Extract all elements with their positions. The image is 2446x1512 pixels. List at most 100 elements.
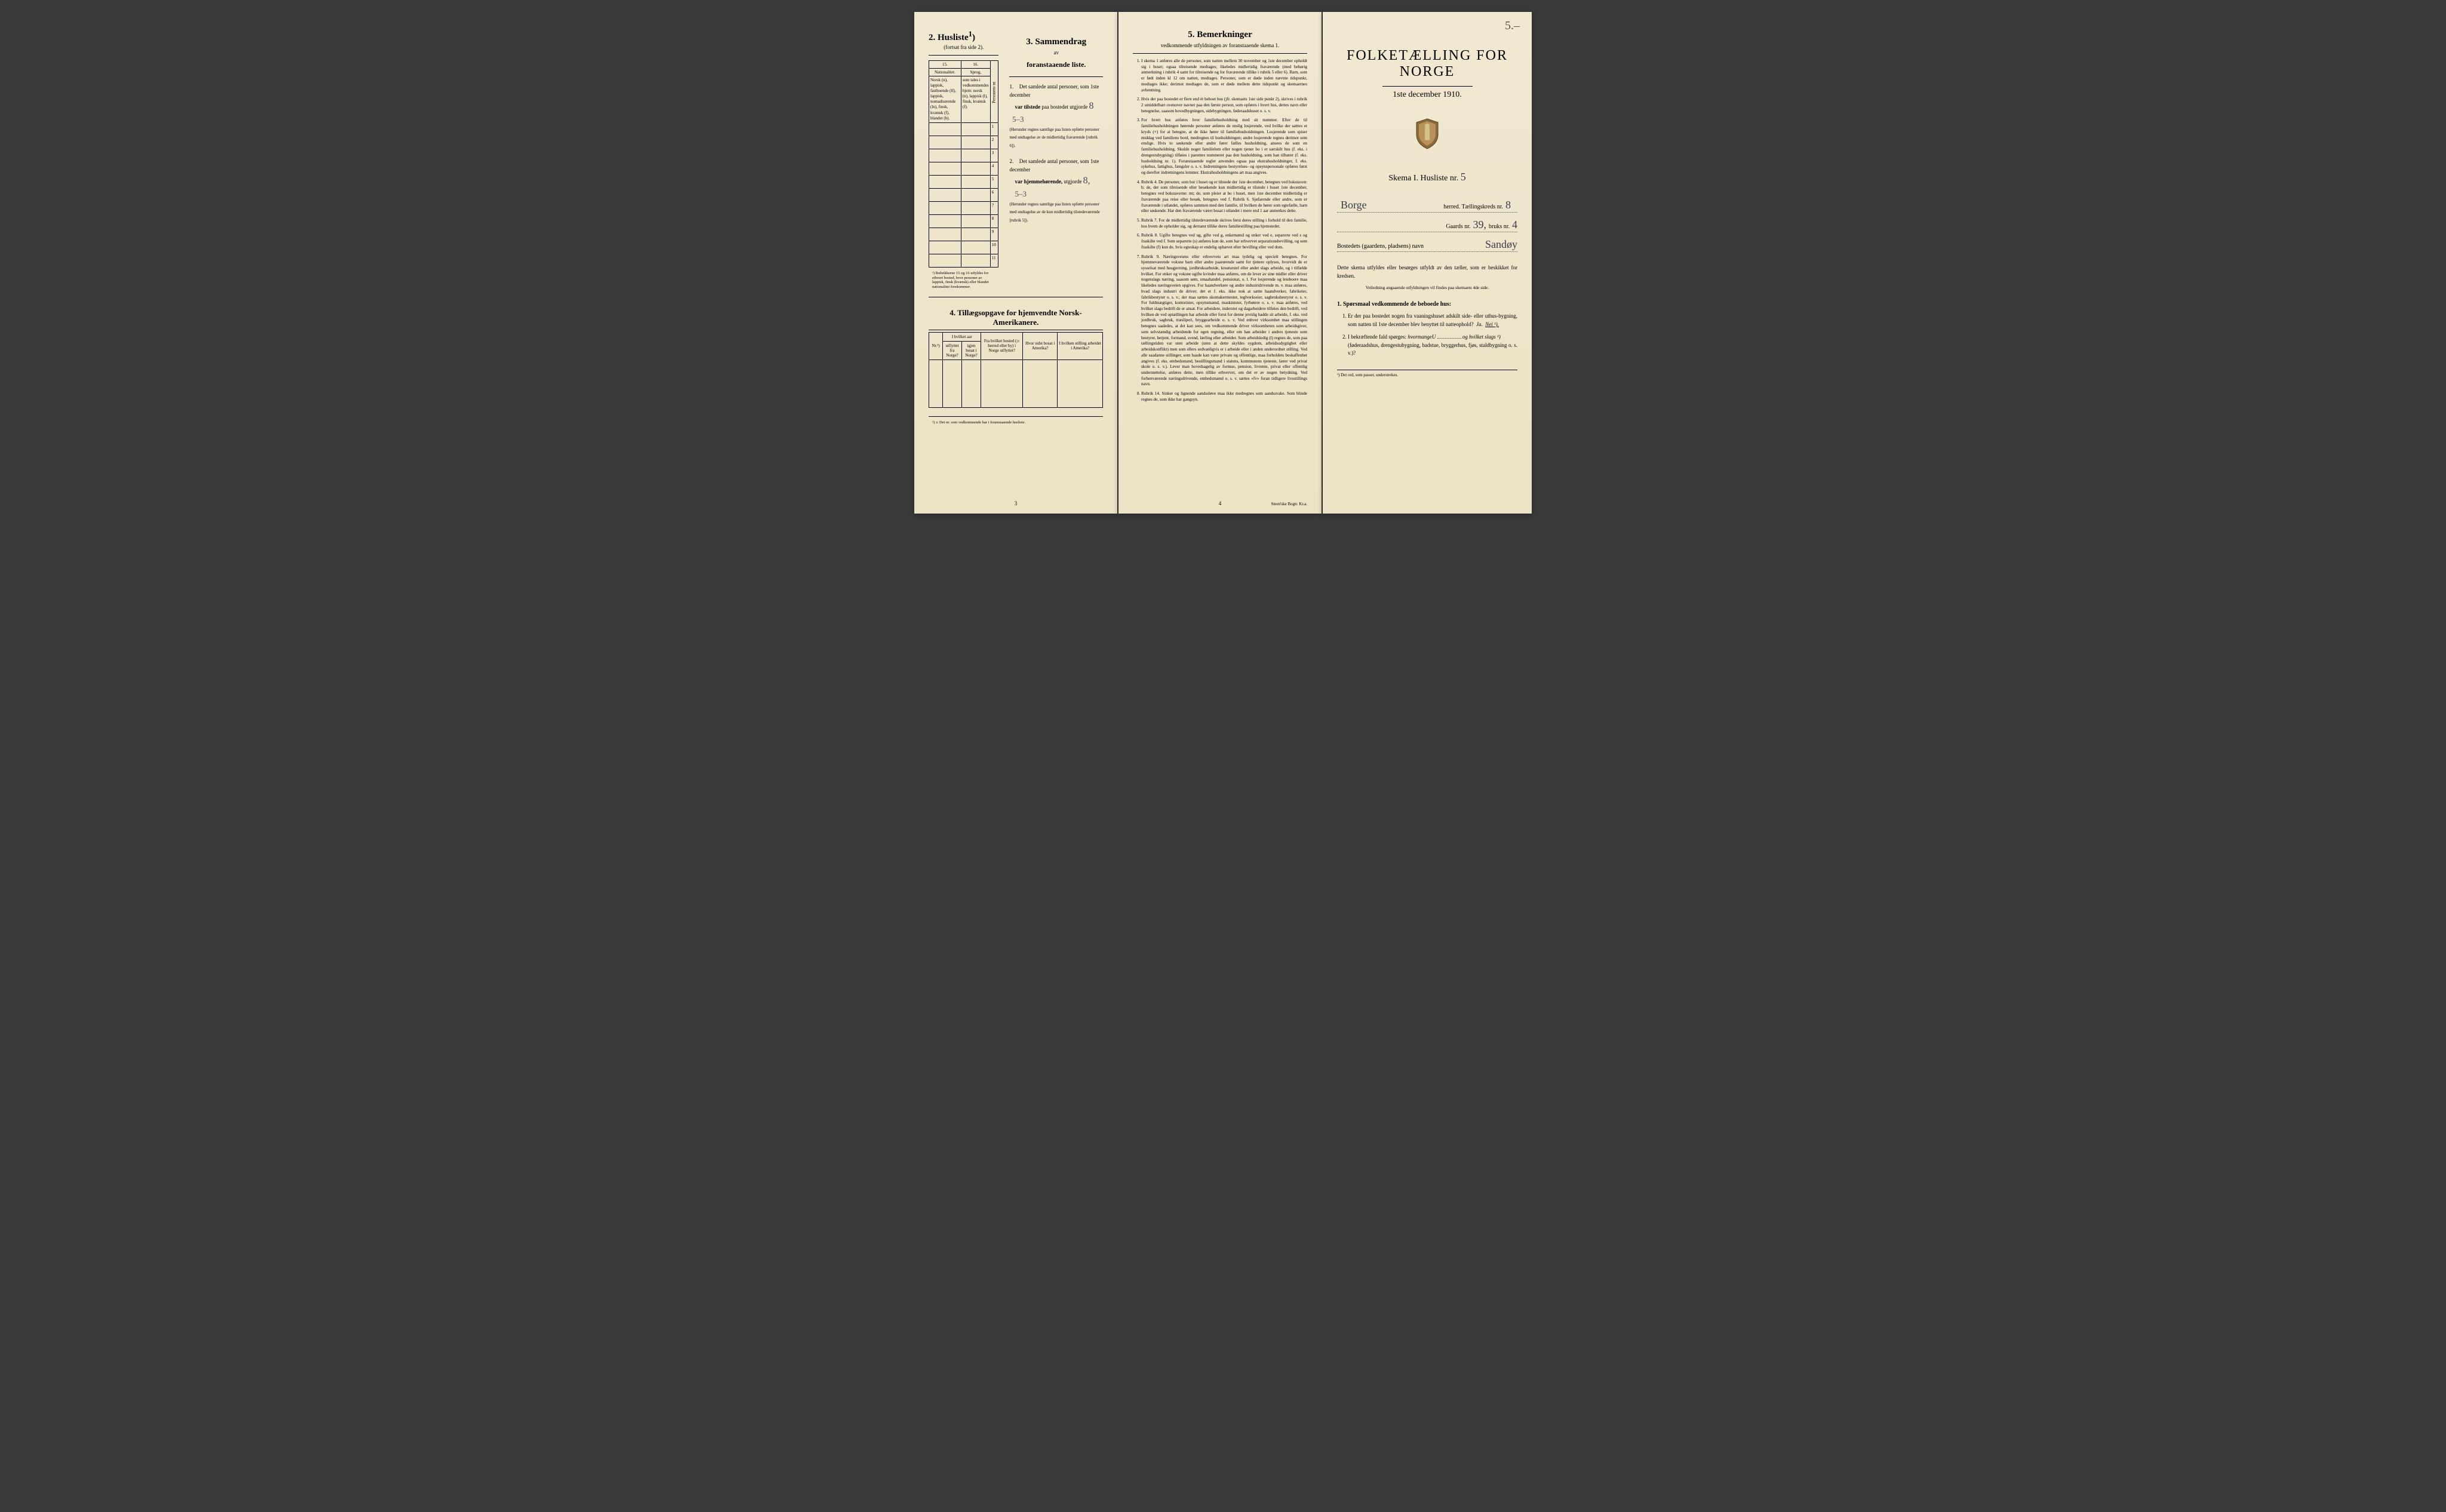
section3-subtitle: foranstaaende liste. xyxy=(1009,60,1103,69)
rownum: 1 xyxy=(990,122,998,136)
q1-split: 5–3 xyxy=(1012,115,1024,124)
q1-note: (Herunder regnes samtlige paa listen opf… xyxy=(1009,127,1099,148)
bemerk-item: Rubrik 8. Ugifte betegnes ved ug, gifte … xyxy=(1141,233,1307,250)
q1-num: 1. xyxy=(1009,83,1018,91)
q1-heading: 1. Spørsmaal vedkommende de beboede hus: xyxy=(1337,301,1517,308)
section3-av: av xyxy=(1009,50,1103,56)
corner-annotation: 5.– xyxy=(1505,19,1520,33)
q2-note: (Herunder regnes samtlige paa listen opf… xyxy=(1009,202,1099,223)
main-title: FOLKETÆLLING FOR NORGE xyxy=(1337,48,1517,80)
q1-rest: paa bostedet utgjorde xyxy=(1041,104,1087,110)
page-right: 5.– FOLKETÆLLING FOR NORGE 1ste december… xyxy=(1323,12,1532,514)
coat-of-arms-icon xyxy=(1337,118,1517,153)
section4-num: 4. xyxy=(949,308,955,317)
bosted-label: Bostedets (gaardens, pladsens) navn xyxy=(1337,243,1424,250)
q1-list: Er der paa bostedet nogen fra vaaningshu… xyxy=(1337,312,1517,358)
rownum: 7 xyxy=(990,201,998,214)
gaards-line: Gaards nr. 39, bruks nr. 4 xyxy=(1337,219,1517,232)
bemerk-item: Rubrik 7. For de midlertidig tilstedevær… xyxy=(1141,218,1307,229)
bemerk-item: Rubrik 14. Sinker og lignende aandssløve… xyxy=(1141,391,1307,402)
head-nationalitet: Nationalitet. xyxy=(929,69,961,76)
section2-subtitle: (fortsat fra side 2). xyxy=(929,44,998,50)
husliste-nr: 5 xyxy=(1461,171,1466,183)
gaards-nr: 39, xyxy=(1473,219,1487,231)
nei: Nei ¹). xyxy=(1485,321,1499,327)
bemerk-item: I skema 1 anføres alle de personer, som … xyxy=(1141,59,1307,93)
desc15: Norsk (n), lappisk, fastboende (lf), lap… xyxy=(929,76,961,123)
bemerk-item: Rubrik 4. De personer, som bor i huset o… xyxy=(1141,180,1307,214)
q1-value: 8 xyxy=(1089,101,1094,111)
bruks-label: bruks nr. xyxy=(1489,223,1510,230)
q1-item1: Er der paa bostedet nogen fra vaaningshu… xyxy=(1348,312,1517,328)
q1-2d: (føderaadshus, drengestubygning, badstue… xyxy=(1348,342,1517,357)
t4-aar-ut: utflyttet fra Norge? xyxy=(943,341,961,359)
section2-table: 15. 16. Personens nr. Nationalitet. Spro… xyxy=(929,60,998,268)
q2-text: Det samlede antal personer, som 1ste dec… xyxy=(1009,158,1099,173)
page-left: 2. Husliste1) (fortsat fra side 2). 15. … xyxy=(914,12,1117,514)
desc16: som tales i vedkommendes hjem: norsk (n)… xyxy=(961,76,990,123)
bemerk-item: For hvert hus anføres hver familiehushol… xyxy=(1141,118,1307,176)
page3-footnote: ¹) Det ord, som passer, understrekes. xyxy=(1337,370,1517,377)
t4-nr: Nr.²) xyxy=(929,332,943,359)
herred-line: Borge herred. Tællingskreds nr. 8 xyxy=(1337,199,1517,213)
rownum: 4 xyxy=(990,162,998,175)
col15-num: 15. xyxy=(929,61,961,69)
rownum: 11 xyxy=(990,254,998,267)
section2-sup: 1 xyxy=(969,30,972,38)
rownum: 6 xyxy=(990,188,998,201)
t4-fra: Fra hvilket bosted (ɔ: herred eller by) … xyxy=(981,332,1023,359)
q1-2b: hvormangeU xyxy=(1408,334,1436,340)
section2-title: Husliste xyxy=(938,33,969,42)
col-person-nr: Personens nr. xyxy=(990,61,998,123)
section2-footnote: ¹) Rubrikkerne 15 og 16 utfyldes for eth… xyxy=(929,271,998,290)
ja: Ja. xyxy=(1476,321,1483,327)
q2-block: 2. Det samlede antal personer, som 1ste … xyxy=(1009,158,1103,224)
rownum: 5 xyxy=(990,175,998,188)
section3-num: 3. xyxy=(1026,37,1033,47)
gaards-label: Gaards nr. xyxy=(1446,223,1470,230)
rownum: 3 xyxy=(990,149,998,162)
page1-number: 3 xyxy=(914,500,1117,506)
section4-table: Nr.²) I hvilket aar Fra hvilket bosted (… xyxy=(929,332,1103,408)
q2-num: 2. xyxy=(1009,158,1018,166)
page-middle: 5. Bemerkninger vedkommende utfyldningen… xyxy=(1118,12,1322,514)
q1-text: Det samlede antal personer, som 1ste dec… xyxy=(1009,84,1099,98)
section4-footnote: ²) ɔ: Det nr. som vedkommende har i fora… xyxy=(929,420,1103,425)
section5-title: Bemerkninger xyxy=(1197,30,1252,39)
q2-split: 5–3 xyxy=(1015,189,1027,198)
section2-heading: 2. Husliste1) xyxy=(929,30,998,43)
bruks-nr: 4 xyxy=(1512,219,1517,231)
t4-aar: I hvilket aar xyxy=(943,332,981,341)
q1-block: 1. Det samlede antal personer, som 1ste … xyxy=(1009,83,1103,149)
rownum: 8 xyxy=(990,214,998,228)
section2-num: 2. xyxy=(929,33,935,42)
col16-num: 16. xyxy=(961,61,990,69)
q2-value: 8, xyxy=(1083,176,1090,186)
instruction-para: Dette skema utfyldes eller besørges utfy… xyxy=(1337,264,1517,280)
rownum: 2 xyxy=(990,136,998,149)
section5-subtitle: vedkommende utfyldningen av foranstaaend… xyxy=(1133,42,1307,48)
bemerkninger-list: I skema 1 anføres alle de personer, som … xyxy=(1133,59,1307,403)
printer-mark: Steen'ske Bogtr. Kr.a. xyxy=(1271,502,1307,506)
rownum: 9 xyxy=(990,228,998,241)
census-document: 2. Husliste1) (fortsat fra side 2). 1 5. … xyxy=(914,12,1532,514)
q1-2a: I bekræftende fald spørges: xyxy=(1348,334,1406,340)
herred-label: herred. Tællingskreds nr. xyxy=(1443,204,1503,210)
section4-title: Tillægsopgave for hjemvendte Norsk-Ameri… xyxy=(957,308,1082,327)
kreds-nr: 8 xyxy=(1505,199,1517,211)
t4-aar-igjen: igjen bosat i Norge? xyxy=(961,341,981,359)
main-date: 1ste december 1910. xyxy=(1337,90,1517,100)
veiledning: Veiledning angaaende utfyldningen vil fi… xyxy=(1337,285,1517,290)
q1-2c: og hvilket slags ¹) xyxy=(1462,334,1501,340)
bemerk-item: Hvis der paa bostedet er flere end ét be… xyxy=(1141,97,1307,114)
q1-bold: var tilstede xyxy=(1015,104,1040,110)
t4-stilling: I hvilken stilling arbeidet i Amerika? xyxy=(1058,332,1103,359)
section3-title: Sammendrag xyxy=(1035,37,1086,47)
q2-bold: var hjemmehørende, xyxy=(1015,179,1062,185)
t4-hvor: Hvor sidst bosat i Amerika? xyxy=(1023,332,1058,359)
bemerk-item: Rubrik 9. Næringsveiens eller erhvervets… xyxy=(1141,254,1307,388)
herred-value: Borge xyxy=(1337,199,1441,211)
section5-num: 5. xyxy=(1188,30,1194,39)
skema-line: Skema I. Husliste nr. 5 xyxy=(1337,171,1517,183)
bosted-value: Sandøy xyxy=(1426,238,1517,251)
